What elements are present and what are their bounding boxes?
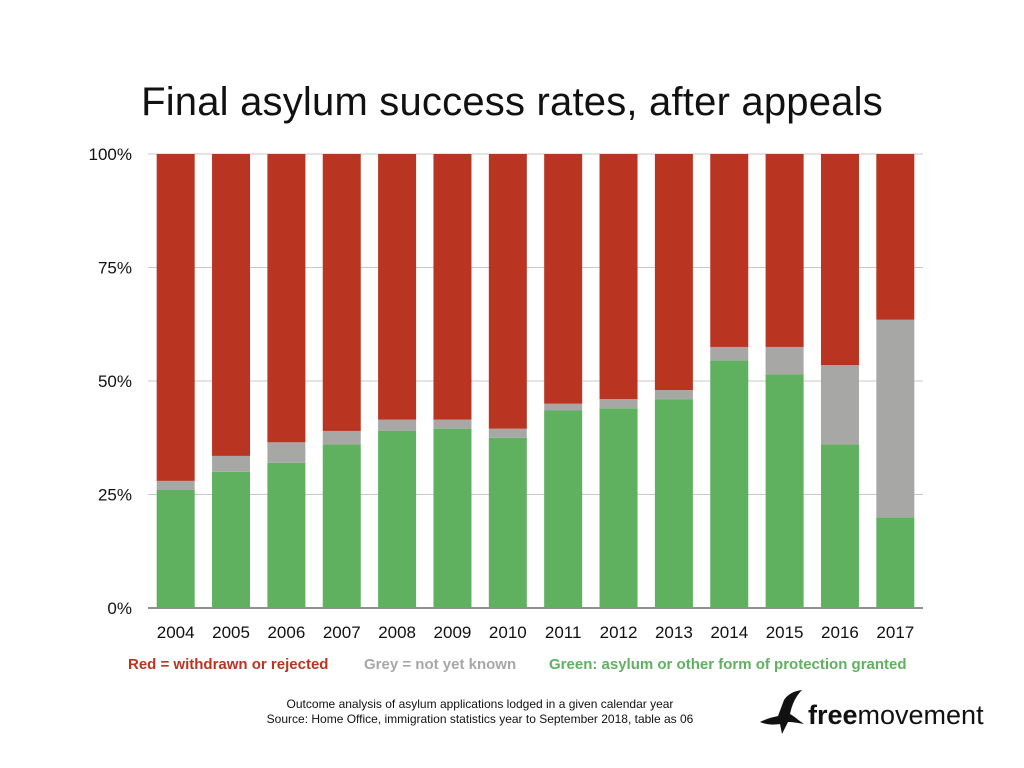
x-tick-label: 2013 (655, 623, 693, 642)
bar-segment (322, 430, 361, 445)
bar-segment (876, 154, 915, 320)
bar-segment (544, 154, 583, 404)
flying-bird-icon (760, 690, 804, 734)
bar-segment (488, 428, 527, 438)
y-tick-label: 50% (98, 372, 132, 391)
bar-segment (820, 365, 859, 445)
bar-segment (820, 154, 859, 366)
bar-segment (765, 346, 804, 375)
bar-segment (710, 346, 749, 361)
legend-red: Red = withdrawn or rejected (128, 656, 328, 673)
legend-grey: Grey = not yet known (364, 656, 516, 673)
logo-rest: movement (857, 700, 984, 730)
bar-segment (488, 154, 527, 429)
bar-segment (876, 319, 915, 518)
bar-segment (322, 444, 361, 608)
bar-segment (654, 390, 693, 400)
bar-segment (267, 442, 306, 463)
x-tick-label: 2005 (212, 623, 250, 642)
bar-segment (488, 437, 527, 608)
y-tick-label: 75% (98, 259, 132, 278)
bar-segment (156, 480, 195, 490)
stacked-bar-chart: 0% 25% 50% 75% 100% 2004 2005 2006 2007 2008 2009 2… (89, 145, 923, 642)
x-tick-label: 2017 (876, 623, 914, 642)
bar-segment (599, 408, 638, 608)
legend-grey-label: Grey = not yet known (364, 656, 517, 673)
bar-segment (710, 360, 749, 608)
bar-segment (267, 462, 306, 608)
x-tick-label: 2015 (766, 623, 804, 642)
bar-segment (765, 154, 804, 347)
bar-segment (322, 154, 361, 431)
x-tick-label: 2014 (710, 623, 748, 642)
y-tick-label: 25% (98, 486, 132, 505)
bar-segment (378, 419, 417, 431)
bar-segment (544, 403, 583, 411)
legend-green: Green: asylum or other form of protectio… (549, 656, 907, 673)
source-line-2: Source: Home Office, immigration statist… (266, 712, 694, 726)
bar-segment (876, 517, 915, 608)
source-note: Outcome analysis of asylum applications … (230, 697, 730, 727)
x-tick-label: 2010 (489, 623, 527, 642)
legend-red-label: Red = withdrawn or rejected (128, 656, 329, 673)
bar-segment (212, 471, 251, 608)
bar-segment (433, 419, 472, 429)
bar-segment (654, 399, 693, 608)
bar-segment (212, 154, 251, 456)
x-tick-label: 2007 (323, 623, 361, 642)
x-tick-label: 2011 (545, 623, 582, 642)
x-tick-label: 2006 (267, 623, 305, 642)
bar-segment (765, 374, 804, 608)
x-tick-label: 2009 (434, 623, 472, 642)
bar-segment (433, 428, 472, 608)
logo-wordmark: freemovement (808, 700, 984, 731)
logo-bold: free (808, 700, 858, 730)
bar-segment (156, 154, 195, 481)
bar-segment (599, 399, 638, 409)
y-tick-label: 0% (107, 599, 132, 618)
bar-segment (599, 154, 638, 400)
chart-title: Final asylum success rates, after appeal… (141, 80, 883, 124)
bar-segment (820, 444, 859, 608)
legend-green-label: Green: asylum or other form of protectio… (549, 656, 907, 673)
bar-segment (710, 154, 749, 347)
bar-segment (267, 154, 306, 443)
bar-segment (378, 430, 417, 608)
bar-segment (654, 154, 693, 391)
freemovement-logo: freemovement (758, 688, 990, 738)
bar-segment (156, 489, 195, 608)
source-line-1: Outcome analysis of asylum applications … (286, 697, 674, 711)
bar-segment (433, 154, 472, 420)
bar-segment (544, 410, 583, 608)
x-tick-label: 2012 (600, 623, 638, 642)
x-tick-label: 2016 (821, 623, 859, 642)
bar-segment (378, 154, 417, 420)
bar-segment (212, 455, 251, 472)
x-tick-label: 2004 (157, 623, 195, 642)
y-tick-label: 100% (89, 145, 132, 164)
x-tick-label: 2008 (378, 623, 416, 642)
